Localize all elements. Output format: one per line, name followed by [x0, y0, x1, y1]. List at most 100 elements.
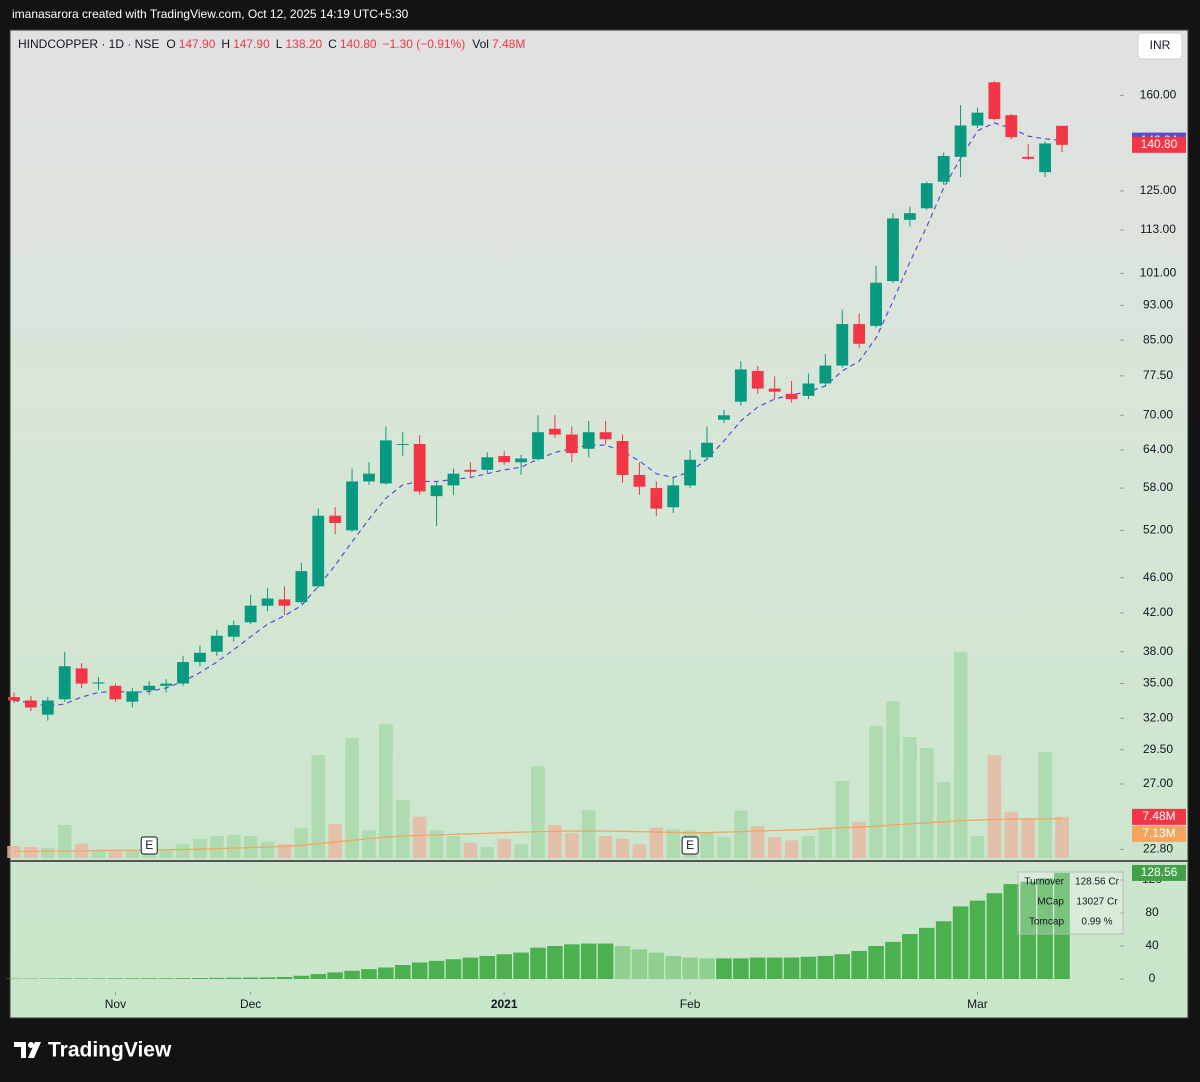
volume-bar [548, 825, 562, 858]
info-value: 0.99 % [1081, 917, 1112, 928]
candle-body [684, 459, 697, 486]
x-tick-label: Mar [967, 997, 988, 1011]
turnover-bar [564, 944, 580, 980]
candle-body [853, 324, 866, 344]
y-tick-label: 101.00 [1140, 266, 1177, 280]
turnover-bar [225, 977, 242, 980]
currency[interactable]: INR [1150, 38, 1171, 52]
y-tick-label: 64.00 [1143, 442, 1173, 456]
volume-value: 7.48M [492, 37, 525, 51]
candle-body [329, 515, 342, 523]
turnover-bar [411, 962, 428, 980]
change: −1.30 (−0.91%) [383, 37, 466, 51]
turnover-bar [1003, 884, 1020, 980]
info-key: MCap [1037, 897, 1064, 908]
turnover-bar [800, 956, 817, 980]
volume-bar [210, 836, 224, 858]
volume-bar [531, 766, 545, 858]
turnover-bar [648, 952, 665, 980]
x-tick-label: Dec [240, 997, 261, 1011]
price-badge [1132, 136, 1186, 153]
info-key: Tomcap [1029, 917, 1064, 928]
y-tick-label: 27.00 [1143, 776, 1173, 790]
volume-bar [260, 841, 275, 858]
candle-body [650, 488, 663, 509]
turnover-bar [699, 958, 715, 980]
legend-value: 147.90 [233, 37, 270, 51]
volume-bar [1055, 816, 1069, 858]
y-tick-label: 32.00 [1143, 710, 1173, 724]
y-tick-label: 0 [1149, 971, 1156, 985]
volume-bar [514, 844, 528, 858]
candle-body [160, 683, 173, 686]
volume-bar [379, 723, 393, 858]
candle-body [58, 666, 71, 700]
turnover-bar [73, 978, 90, 980]
candle-body [920, 183, 933, 209]
volume-bar [108, 851, 123, 858]
volume-bar [852, 821, 866, 858]
candle-body [1039, 143, 1052, 173]
x-tick-label: 2021 [491, 997, 518, 1011]
candle-body [836, 324, 849, 366]
candle-body [599, 432, 612, 440]
y-tick-label: 29.50 [1143, 742, 1173, 756]
y-tick-label: 93.00 [1143, 298, 1173, 312]
legend-key: O [166, 37, 175, 51]
candle-body [903, 213, 916, 220]
legend: HINDCOPPER · 1D · NSE O 147.90 H 147.90 L 138.… [18, 37, 525, 51]
y-tick-label: 42.00 [1143, 605, 1173, 619]
candle-body [616, 441, 629, 475]
volume-bar [920, 748, 934, 858]
candle-body [430, 485, 443, 497]
y-tick-label: 52.00 [1143, 523, 1173, 537]
candle-body [481, 457, 494, 470]
turnover-bar [597, 943, 614, 980]
candle-body [819, 365, 832, 384]
turnover-bar [378, 967, 394, 980]
legend-key: H [221, 37, 230, 51]
info-key: Turnover [1024, 877, 1064, 888]
volume-bar [57, 825, 72, 858]
turnover-bar [1020, 881, 1036, 980]
turnover-bar [868, 946, 884, 980]
candle-body [227, 625, 240, 637]
candle-body [143, 685, 156, 691]
volume-bar [226, 834, 241, 858]
volume-bar [784, 840, 799, 858]
turnover-bar [175, 978, 191, 980]
candle-body [667, 485, 680, 508]
volume-bar [142, 851, 156, 858]
volume-bar [767, 837, 782, 858]
turnover-bar [293, 975, 310, 980]
logo-icon [14, 1042, 41, 1058]
turnover-bar [631, 949, 648, 980]
turnover-bar [192, 978, 208, 980]
y-tick-label: 46.00 [1143, 570, 1173, 584]
volume-bar [463, 842, 478, 858]
legend-value: 138.20 [285, 37, 322, 51]
candle-body [701, 442, 713, 458]
turnover-bar [107, 978, 124, 980]
x-tick-label: Nov [105, 997, 126, 1011]
volume-bar [294, 827, 309, 858]
candle-body [515, 458, 528, 463]
volume-bar [328, 823, 342, 858]
volume-bar [125, 850, 140, 858]
candle-body [126, 691, 139, 702]
turnover-bar [969, 900, 986, 980]
volume-bar [159, 849, 173, 858]
volume-bar [1004, 811, 1019, 858]
turnover-bar [733, 958, 749, 980]
turnover-bar [124, 978, 141, 980]
volume-bar [700, 833, 714, 858]
turnover-bar [530, 947, 546, 980]
legend-key: L [276, 37, 283, 51]
candle-body [363, 473, 375, 482]
currency-button[interactable] [1137, 32, 1183, 60]
volume-bar [1038, 751, 1052, 858]
candle-body [312, 515, 325, 587]
turnover-bar [344, 970, 360, 980]
y-tick-label: 58.00 [1143, 480, 1173, 494]
turnover-bar [394, 964, 411, 980]
